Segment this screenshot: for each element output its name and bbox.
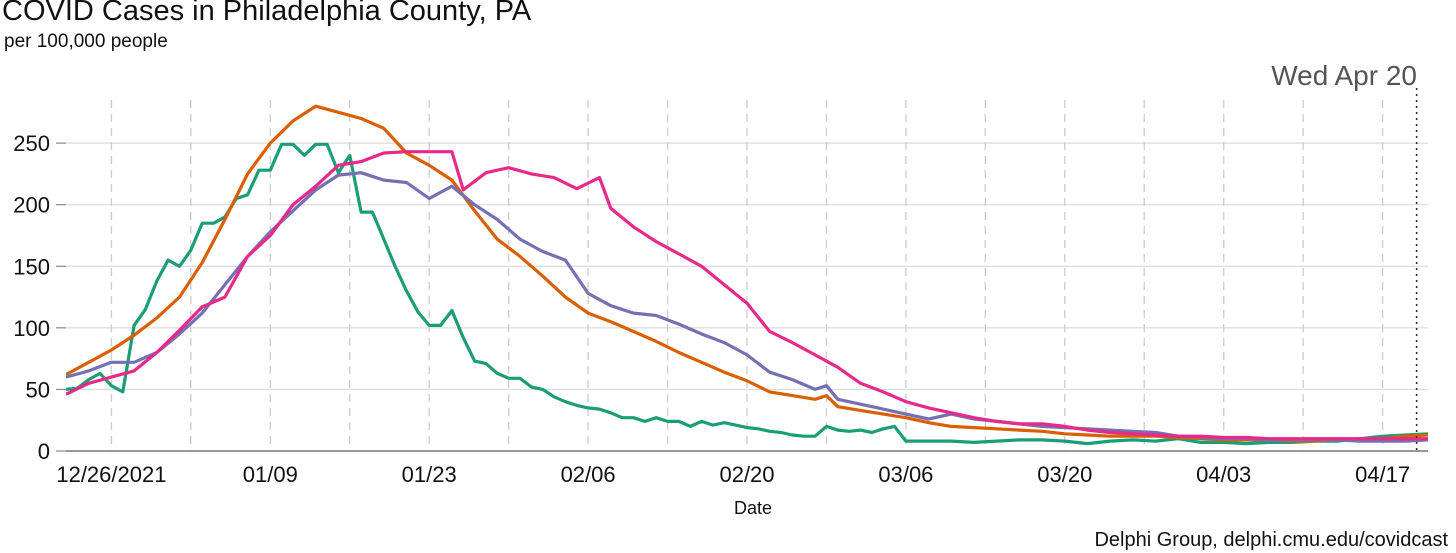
- date-marker-label: Wed Apr 20: [1271, 60, 1417, 91]
- series-line-1: [66, 142, 1428, 446]
- x-tick-label-2022-04-17: 04/17: [1355, 462, 1410, 487]
- x-tick-label-2022-03-06: 03/06: [878, 462, 933, 487]
- y-tick-label-50: 50: [26, 377, 50, 402]
- x-axis-title: Date: [734, 498, 772, 518]
- series-line-3: [66, 171, 1428, 443]
- axis-layer: 0 50 100 150 200 250 12/26/2021 01/09 01/23 02/06…: [13, 88, 1428, 487]
- chart-title: COVID Cases in Philadelphia County, PA: [2, 0, 532, 27]
- x-tick-label-2022-02-20: 02/20: [719, 462, 774, 487]
- y-tick-label-0: 0: [38, 439, 50, 464]
- grid-layer: [66, 100, 1428, 451]
- series-line-4: [66, 150, 1428, 441]
- chart-subtitle: per 100,000 people: [4, 31, 168, 52]
- y-tick-label-100: 100: [13, 316, 50, 341]
- series-layer: [66, 104, 1428, 446]
- x-tick-label-2021-12-26: 12/26/2021: [56, 462, 166, 487]
- x-tick-label-2022-04-03: 04/03: [1196, 462, 1251, 487]
- x-tick-label-2022-01-23: 01/23: [402, 462, 457, 487]
- series-line-2: [66, 104, 1428, 443]
- y-tick-label-150: 150: [13, 254, 50, 279]
- x-tick-label-2022-01-09: 01/09: [243, 462, 298, 487]
- y-tick-label-200: 200: [13, 193, 50, 218]
- chart-source: Delphi Group, delphi.cmu.edu/covidcast: [1094, 529, 1448, 551]
- x-tick-label-2022-03-20: 03/20: [1037, 462, 1092, 487]
- x-tick-label-2022-02-06: 02/06: [561, 462, 616, 487]
- y-tick-label-250: 250: [13, 131, 50, 156]
